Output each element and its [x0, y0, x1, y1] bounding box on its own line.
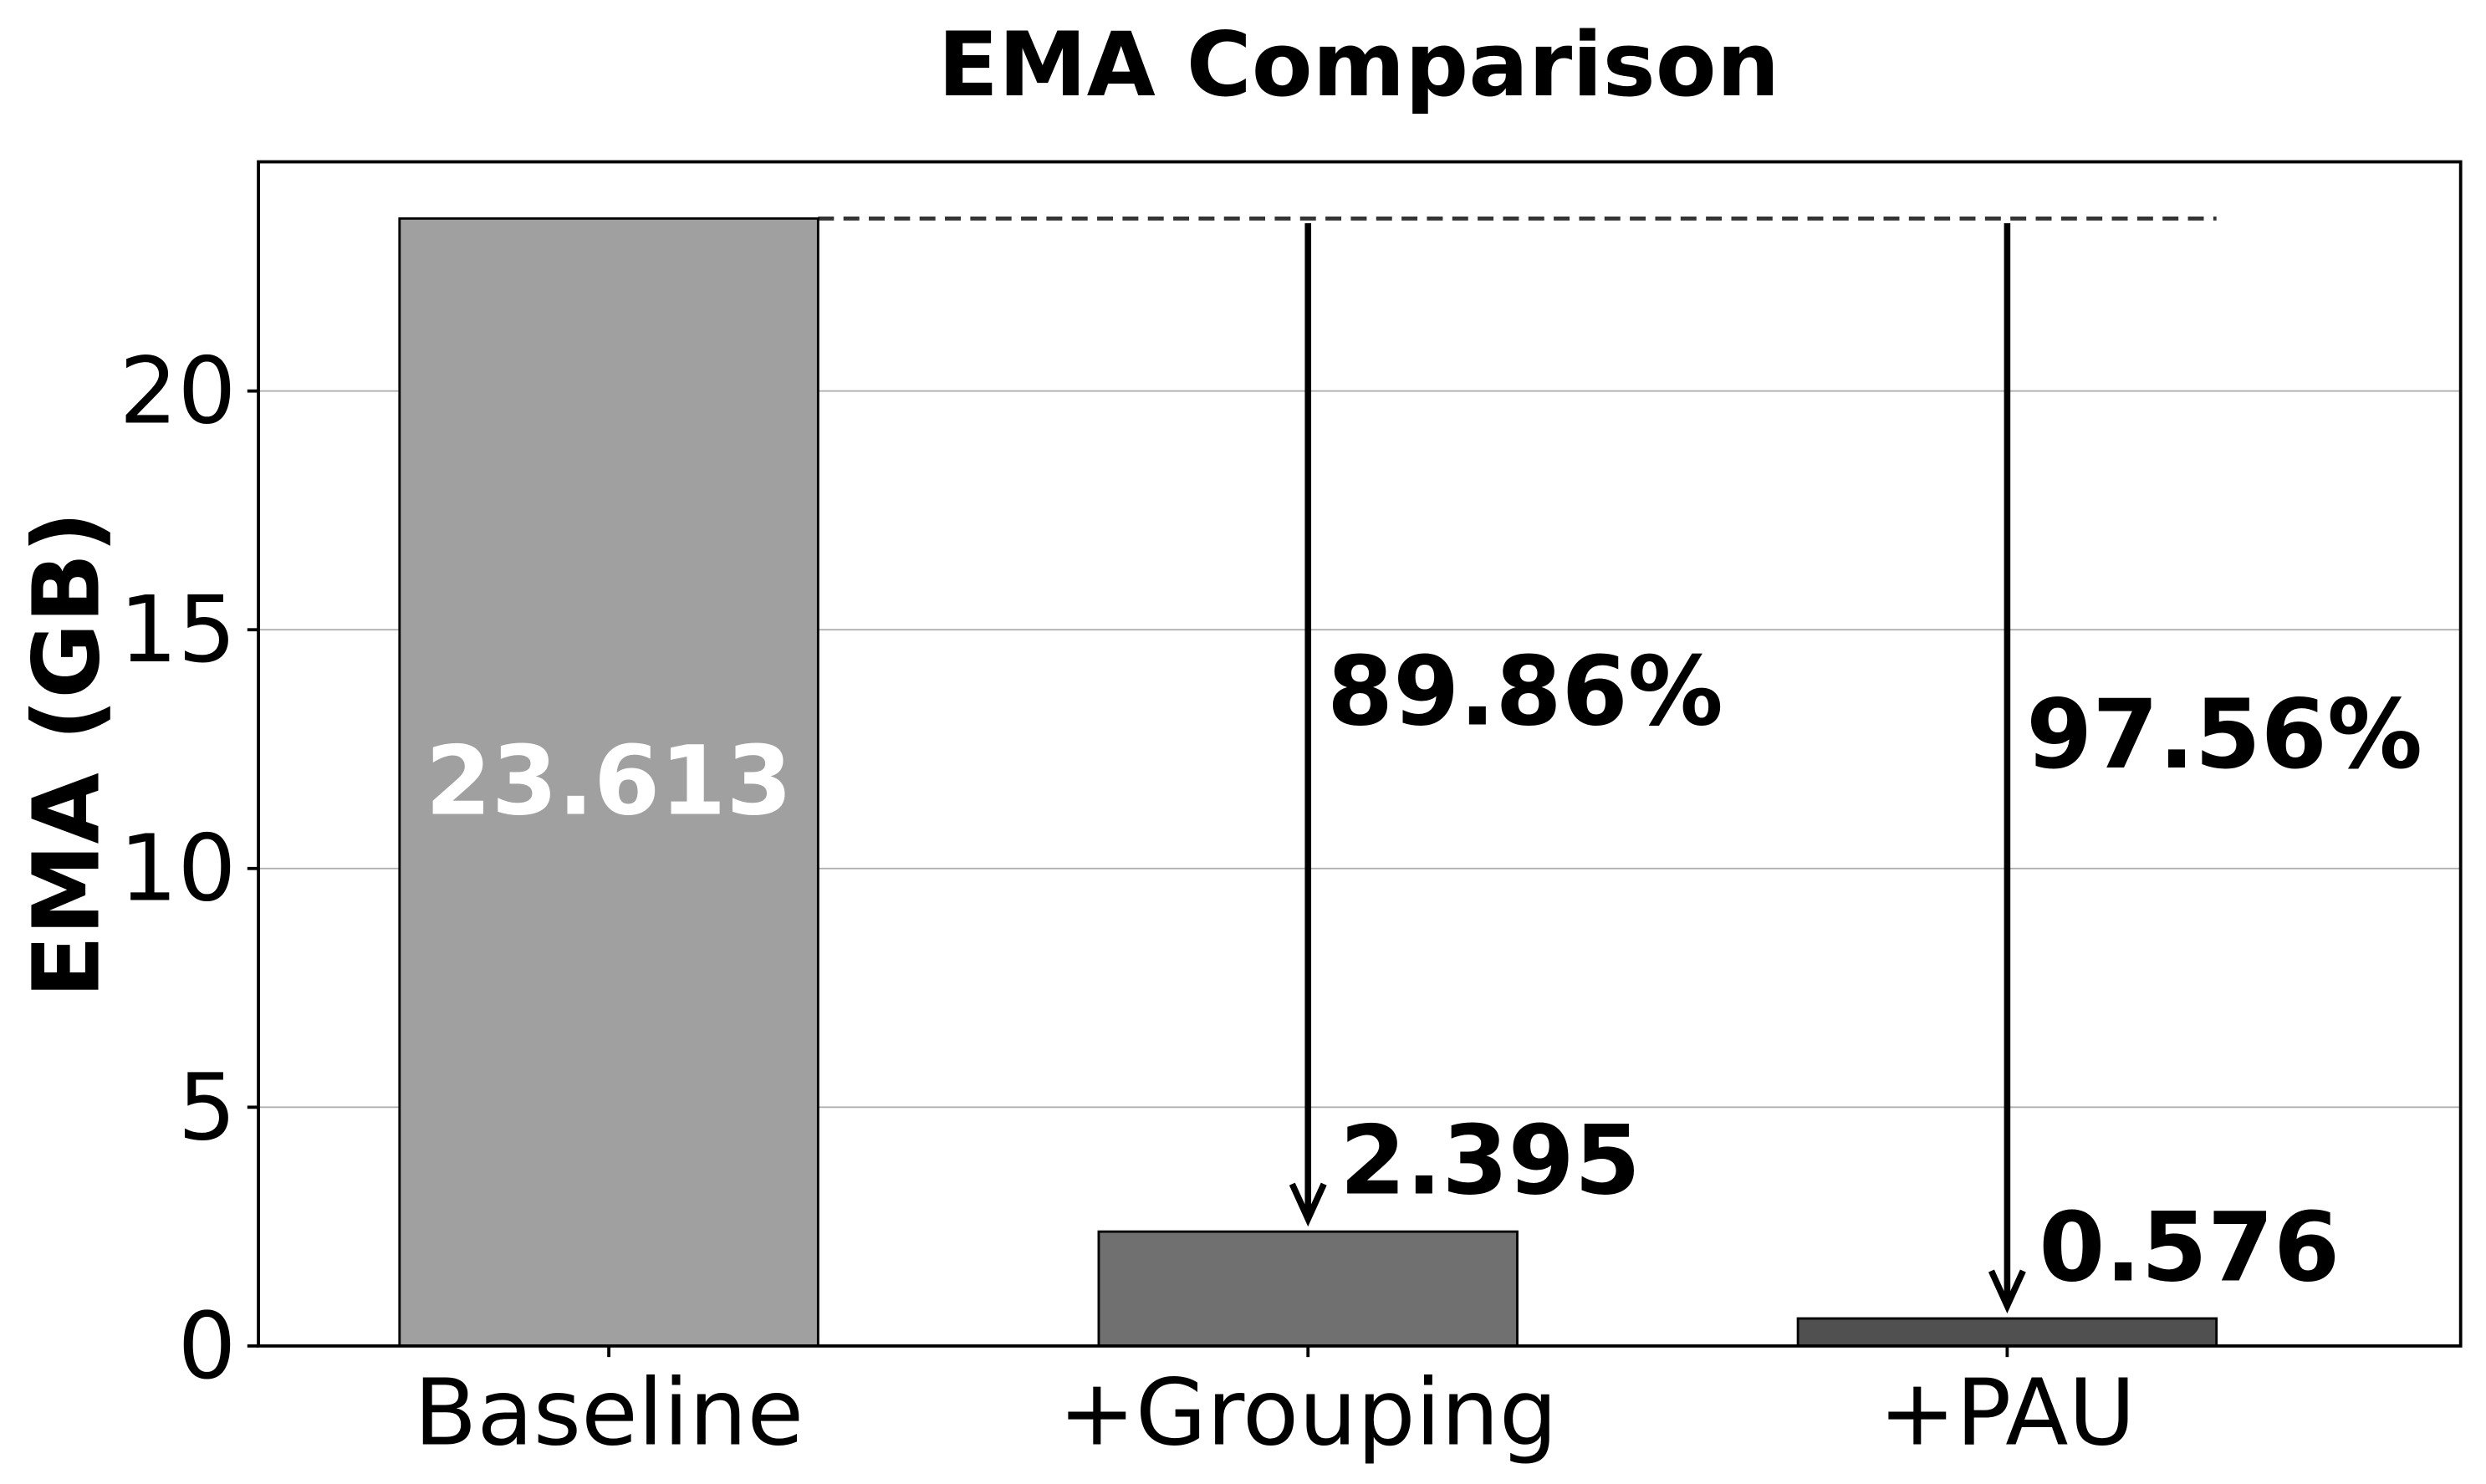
bar	[1097, 1230, 1519, 1348]
bars-layer	[398, 217, 2218, 1348]
reduction-arrowhead	[1289, 1182, 1327, 1227]
bar-value-label: 23.613	[426, 726, 793, 837]
chart-title: EMA Comparison	[938, 13, 1780, 117]
arrows-layer	[1289, 223, 2026, 1313]
ticks-layer: 0 5 10 15 20 Baseline +Grouping +PAU	[120, 338, 2136, 1466]
bar	[398, 217, 819, 1348]
x-tick-label: +PAU	[1879, 1359, 2136, 1466]
bar	[1796, 1317, 2218, 1348]
bar-value-label: 2.395	[1340, 1105, 1641, 1216]
y-tick-label: 15	[120, 576, 237, 683]
reduction-percent-label: 89.86%	[1327, 635, 1723, 747]
x-tick-label: +Grouping	[1059, 1359, 1558, 1466]
plot-frame	[257, 160, 2463, 1348]
y-tick-label: 10	[120, 815, 237, 922]
y-tick-label: 0	[178, 1293, 237, 1400]
labels-layer: 23.613 2.395 0.576 89.86% 97.56%	[426, 635, 2422, 1303]
reduction-percent-label: 97.56%	[2026, 679, 2422, 790]
bar-value-label: 0.576	[2039, 1191, 2340, 1303]
y-tick-label: 20	[120, 338, 237, 445]
y-axis-label: EMA (GB)	[13, 511, 120, 998]
reduction-arrowhead	[1988, 1269, 2026, 1313]
y-tick-label: 5	[178, 1053, 237, 1160]
x-tick-label: Baseline	[414, 1359, 804, 1466]
